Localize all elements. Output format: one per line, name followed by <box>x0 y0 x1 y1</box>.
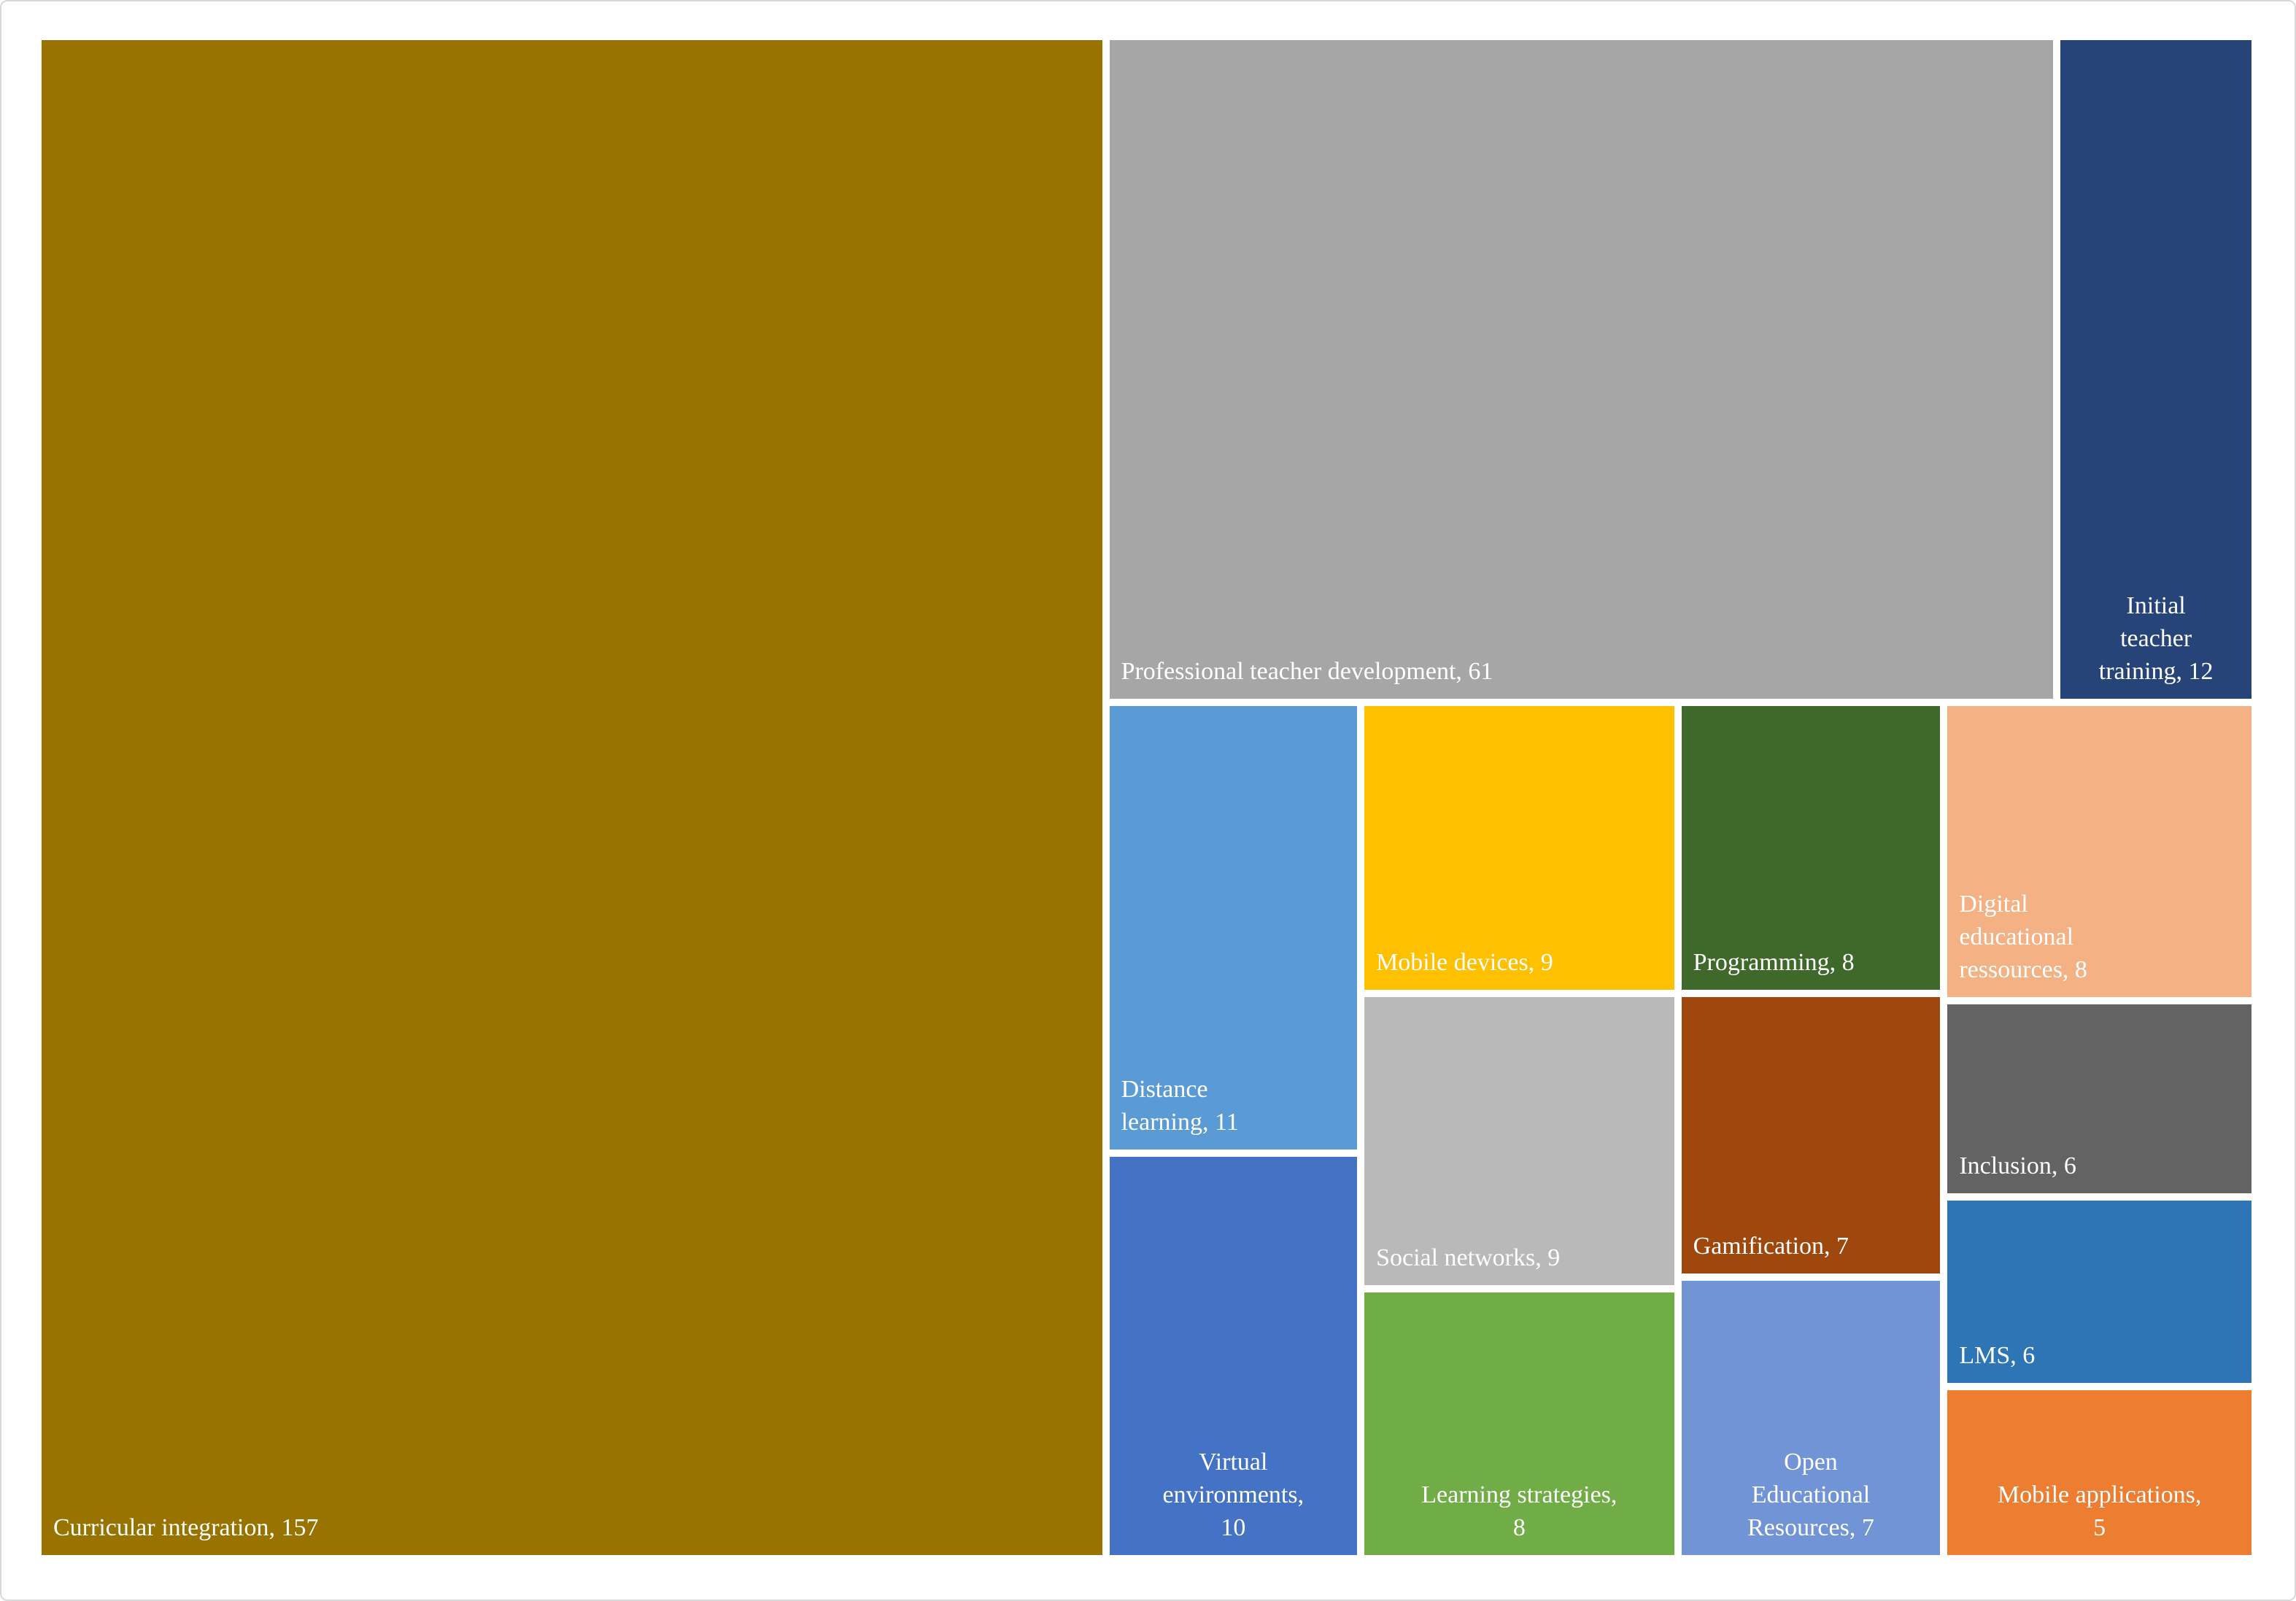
treemap-tile-programming: Programming, 8 <box>1677 702 1944 993</box>
tile-label: Distance learning, 11 <box>1121 1076 1239 1136</box>
treemap-tile-mobile-devices: Mobile devices, 9 <box>1361 702 1678 993</box>
tile-label: Digital educational ressources, 8 <box>1959 891 2087 984</box>
tile-label: Mobile devices, 9 <box>1376 949 1553 976</box>
tile-label: Virtual environments, 10 <box>1162 1449 1304 1542</box>
treemap-tile-lms: LMS, 6 <box>1944 1197 2255 1387</box>
tile-label: Social networks, 9 <box>1376 1244 1561 1272</box>
treemap-tile-professional-teacher-development: Professional teacher development, 61 <box>1105 36 2057 702</box>
treemap-chart: Curricular integration, 157 Professional… <box>38 36 2255 1559</box>
tile-label: Initial teacher training, 12 <box>2098 592 2214 685</box>
treemap-tile-distance-learning: Distance learning, 11 <box>1105 702 1361 1154</box>
tile-label: Inclusion, 6 <box>1959 1152 2076 1180</box>
treemap-tile-mobile-applications: Mobile applications, 5 <box>1944 1386 2255 1559</box>
treemap-tile-initial-teacher-training: Initial teacher training, 12 <box>2057 36 2255 702</box>
tile-label: LMS, 6 <box>1959 1341 2036 1369</box>
treemap-tile-digital-educational-ressources: Digital educational ressources, 8 <box>1944 702 2255 1001</box>
tile-label: Mobile applications, 5 <box>1997 1481 2202 1542</box>
treemap-tile-curricular-integration: Curricular integration, 157 <box>38 36 1106 1559</box>
tile-label: Curricular integration, 157 <box>53 1514 319 1542</box>
treemap-tile-gamification: Gamification, 7 <box>1677 993 1944 1277</box>
treemap-tile-social-networks: Social networks, 9 <box>1361 993 1678 1289</box>
treemap-tile-inclusion: Inclusion, 6 <box>1944 1000 2255 1198</box>
tile-label: Professional teacher development, 61 <box>1121 657 1493 685</box>
tile-label: Gamification, 7 <box>1693 1233 1849 1260</box>
treemap-tile-virtual-environments: Virtual environments, 10 <box>1105 1153 1361 1559</box>
tile-label: Open Educational Resources, 7 <box>1747 1449 1874 1542</box>
tile-label: Programming, 8 <box>1693 949 1855 976</box>
treemap-tile-open-educational-resources: Open Educational Resources, 7 <box>1677 1276 1944 1559</box>
treemap-tile-learning-strategies: Learning strategies, 8 <box>1361 1288 1678 1559</box>
tile-label: Learning strategies, 8 <box>1421 1481 1617 1542</box>
